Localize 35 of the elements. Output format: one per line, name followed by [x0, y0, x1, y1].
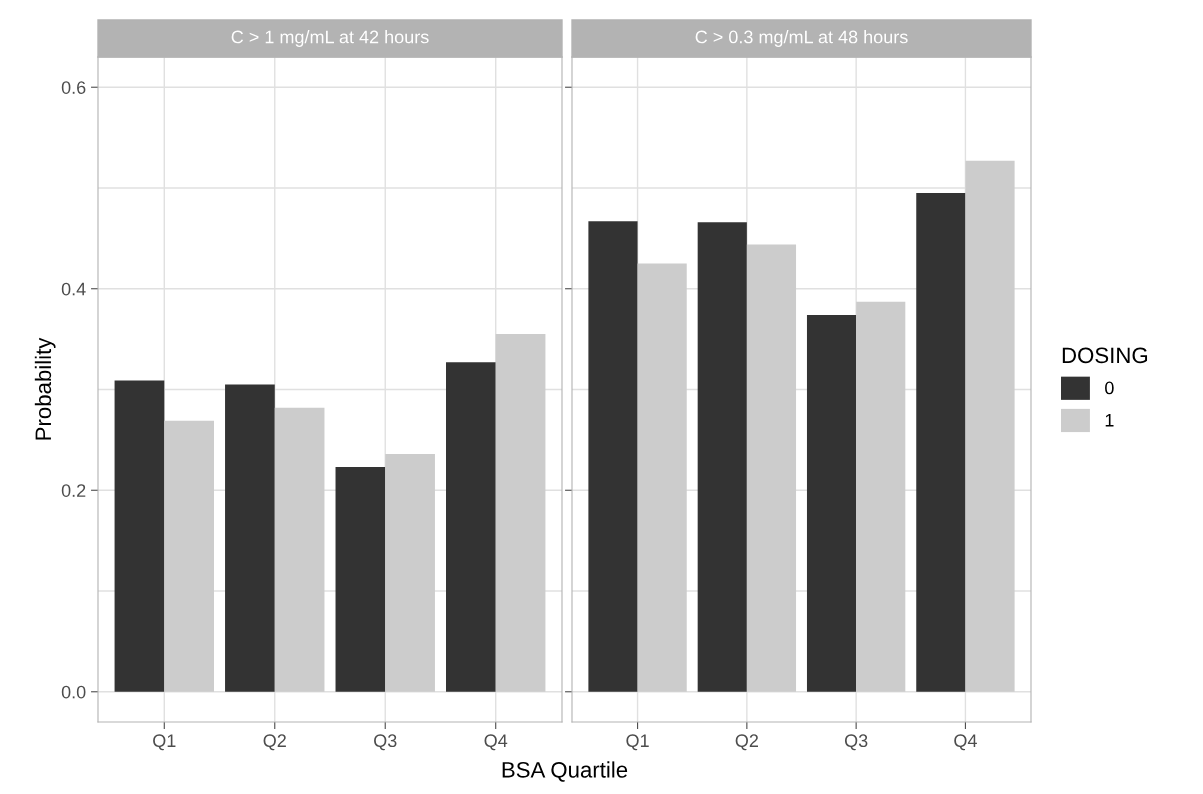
bar [746, 244, 797, 692]
chart-title: C > 1 mg/mL at 42 hours [231, 30, 429, 47]
legend-label: 1 [1105, 413, 1114, 427]
legend-title: DOSING [1062, 347, 1148, 364]
bar [225, 384, 275, 692]
bar [697, 222, 747, 692]
x-axis-title: BSA Quartile [502, 761, 628, 782]
bar [335, 467, 386, 692]
bar [274, 407, 325, 692]
bar [916, 193, 966, 692]
bar [856, 301, 906, 692]
y-axis-title: Probability [34, 337, 56, 440]
x-tick-label: Q1 [626, 734, 649, 751]
y-tick-label: 0.2 [61, 484, 86, 497]
x-tick-label: Q3 [844, 734, 868, 751]
bar [588, 221, 638, 692]
legend-label: 0 [1105, 381, 1114, 395]
x-tick-label: Q3 [374, 734, 397, 751]
x-tick-label: Q1 [153, 734, 176, 751]
bar [495, 334, 546, 692]
bar [446, 362, 496, 692]
y-tick-label: 0.4 [61, 282, 86, 296]
x-tick-label: Q2 [263, 734, 286, 751]
bar [806, 314, 857, 692]
x-tick-label: Q4 [484, 734, 508, 751]
bar [114, 380, 165, 692]
bar [385, 453, 435, 692]
bar [965, 160, 1015, 692]
x-tick-label: Q2 [735, 734, 758, 751]
chart-title: C > 0.3 mg/mL at 48 hours [695, 30, 908, 47]
y-tick-label: 0.0 [61, 685, 86, 699]
bar [164, 420, 214, 692]
x-tick-label: Q4 [954, 734, 977, 751]
y-tick-label: 0.6 [61, 81, 86, 94]
bar [637, 263, 687, 692]
